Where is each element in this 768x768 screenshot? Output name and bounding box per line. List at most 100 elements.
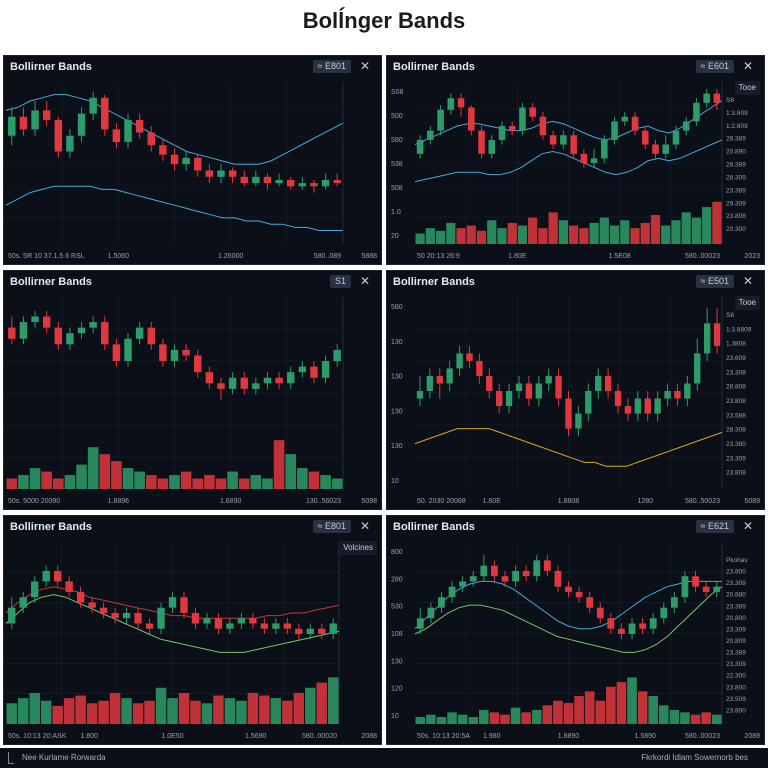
candle-body (19, 597, 27, 608)
volume-bar (63, 698, 75, 724)
volume-bar (650, 214, 661, 244)
x-tick-label: 1.80E (508, 253, 527, 260)
candle-body (565, 398, 572, 429)
candle-body (660, 607, 668, 619)
candle-body (310, 183, 318, 187)
close-icon[interactable]: ✕ (742, 519, 754, 533)
chart-panel-5: 50s. 10:13 20:ASK 1.800 1.0E50 1.5690 580..0… (3, 515, 382, 745)
volume-bar (144, 700, 155, 724)
close-icon[interactable]: ✕ (359, 59, 371, 73)
volume-bar (29, 692, 40, 724)
close-icon[interactable]: ✕ (742, 274, 754, 288)
candle-body (447, 98, 455, 110)
volume-bar (122, 468, 134, 489)
volume-bar (456, 228, 466, 244)
volume-bar (64, 475, 76, 489)
candle-body (275, 377, 283, 384)
x-tick-label: 1.6890 (220, 498, 242, 505)
volume-bar (109, 692, 121, 724)
right-tick-label: 23.309 (726, 580, 746, 587)
volume-bar (569, 225, 579, 244)
y-tick-label: 580 (391, 304, 403, 311)
x-tick-label: 50. 2030 20068 (417, 498, 466, 505)
candle-body (416, 618, 424, 629)
right-tick-label: 23.389 (726, 187, 746, 194)
candle-body (703, 93, 710, 103)
candle-body (135, 327, 144, 339)
volume-bar (415, 717, 426, 724)
panel-badge[interactable]: S1 (329, 275, 351, 288)
candle-body (457, 98, 465, 108)
candle-body (496, 391, 503, 407)
volume-bar (669, 710, 680, 724)
candle-body (670, 597, 678, 608)
volume-bar (270, 698, 282, 724)
panel-badge[interactable]: ≈ E801 (312, 520, 351, 533)
candle-body (631, 116, 639, 131)
candle-body (713, 93, 721, 103)
volume-bar (86, 703, 98, 724)
x-tick-label: 1.5060 (108, 253, 130, 260)
volume-bar (190, 700, 201, 724)
volume-bar (285, 454, 297, 489)
candle-body (662, 144, 669, 154)
panel-badge[interactable]: ≈ E501 (695, 275, 734, 288)
right-tick-label: 28.389 (726, 162, 746, 169)
candle-body (263, 176, 272, 184)
right-tick-label: 23.808 (726, 470, 746, 477)
right-tick-label: 23.800 (726, 707, 746, 714)
corner-label: 5888 (361, 253, 377, 260)
candle-body (275, 179, 283, 184)
candle-body (54, 327, 63, 345)
candle-body (124, 338, 132, 362)
volume-bar (273, 440, 285, 489)
close-icon[interactable]: ✕ (359, 519, 371, 533)
close-icon[interactable]: ✕ (742, 59, 754, 73)
candle-body (684, 383, 691, 399)
x-tick-label: 1.26000 (218, 253, 243, 260)
right-tick-label: 28.808 (726, 384, 746, 391)
candle-body (8, 607, 16, 624)
candle-body (585, 391, 592, 414)
panel-badge[interactable]: ≈ E621 (695, 520, 734, 533)
volume-bar (690, 714, 701, 724)
candle-body (436, 375, 443, 384)
candle-body (77, 327, 86, 334)
right-tick-label: 22.300 (726, 673, 746, 680)
volume-bar (487, 220, 497, 244)
panel-badge[interactable]: ≈ E801 (312, 60, 351, 73)
right-tick-label: 23.380 (726, 441, 746, 448)
candle-body (604, 375, 612, 391)
volume-bar (282, 700, 293, 724)
candle-body (539, 116, 547, 136)
candle-body (170, 349, 179, 362)
candle-body (306, 628, 314, 634)
candle-body (8, 116, 16, 136)
candle-body (111, 612, 119, 619)
right-tick-label: 23.309 (726, 455, 746, 462)
chart-panel-6: 50s. 10:13 20:5A 1.980 1.8890 1.5890 580..00… (386, 515, 765, 745)
candle-body (459, 581, 467, 587)
candle-body (214, 618, 223, 629)
close-icon[interactable]: ✕ (359, 274, 371, 288)
volume-bar (215, 478, 227, 489)
candle-body (263, 377, 272, 384)
candle-body (205, 372, 214, 384)
panel-title: Bollirner Bands (10, 521, 92, 533)
volume-bar (40, 700, 52, 724)
candle-body (180, 597, 188, 613)
candle-body (664, 391, 671, 399)
corner-label: 5089 (744, 498, 760, 505)
right-tick-label: 20.880 (726, 592, 746, 599)
volume-bar (328, 677, 339, 724)
panel-badge[interactable]: ≈ E601 (695, 60, 734, 73)
x-tick-label: 50 20:13 26:9 (417, 253, 460, 260)
volume-bar (476, 230, 487, 244)
candle-body (112, 344, 121, 362)
candle-body (639, 623, 646, 629)
volume-bar (192, 478, 204, 489)
candle-body (42, 570, 50, 582)
candle-body (217, 383, 225, 389)
candle-body (283, 623, 292, 629)
candle-body (89, 97, 97, 114)
